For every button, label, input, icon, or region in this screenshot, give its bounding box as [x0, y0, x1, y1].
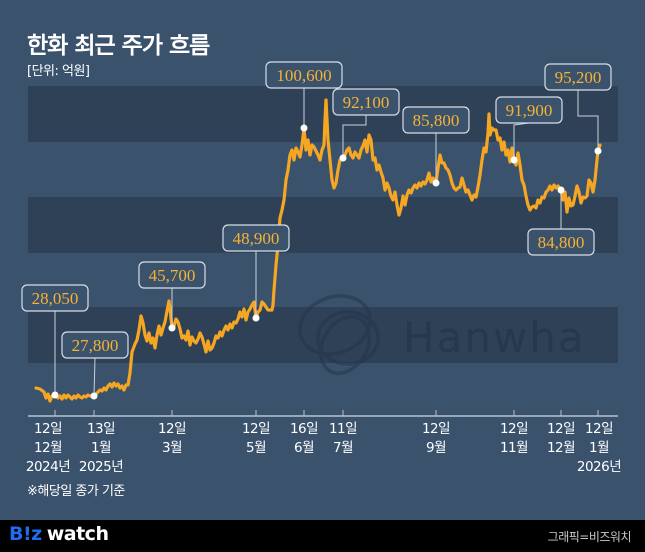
chart-title: 한화 최근 주가 흐름	[27, 33, 210, 59]
callout-leader-line	[93, 357, 96, 397]
x-tick-label: 12일 12월	[546, 421, 576, 456]
data-point-marker	[90, 392, 98, 400]
data-point-marker	[339, 154, 347, 162]
hanwha-wordmark: Hanwha	[403, 313, 586, 362]
callout-box	[265, 61, 343, 89]
x-tick-label: 13일 1월 2025년	[78, 421, 124, 475]
data-point-marker	[168, 324, 176, 332]
callout-box	[222, 224, 290, 252]
bizwatch-logo: B!z watch	[9, 523, 109, 545]
band-2	[28, 197, 618, 253]
callout-leader-line	[513, 122, 530, 160]
footer-bar: B!z watch 그래픽=비즈워치	[0, 520, 645, 552]
callout-value: 92,100	[343, 93, 390, 112]
x-tick-label: 12일 12월 2024년	[25, 421, 71, 475]
x-tick-label: 11일 7월	[328, 421, 358, 456]
callout-value: 45,700	[149, 266, 196, 285]
footnote: ※해당일 종가 기준	[27, 484, 125, 499]
unit-label: [단위: 억원]	[27, 64, 90, 79]
hanwha-logo-icon	[298, 294, 380, 375]
data-point-marker	[300, 124, 308, 132]
data-point-marker	[510, 156, 518, 164]
logo-biz: B!z	[9, 523, 42, 545]
data-point-marker	[557, 186, 565, 194]
data-point-marker	[51, 391, 59, 399]
callout-box	[402, 106, 470, 134]
callout-box	[21, 284, 89, 312]
callout-leader-line	[577, 90, 599, 151]
line-chart: Hanwha 28,050 27,800 45,700 48,900 100,600 92…	[21, 61, 618, 417]
data-point-marker	[252, 314, 260, 322]
data-point-marker	[594, 147, 602, 155]
callout-value: 27,800	[72, 336, 119, 355]
graphic-credit: 그래픽=비즈워치	[547, 530, 632, 544]
callout-box	[527, 228, 595, 256]
callout-value: 84,800	[538, 233, 585, 252]
x-tick-label: 12일 3월	[157, 421, 187, 456]
logo-watch: watch	[46, 523, 109, 545]
callout-box	[61, 331, 129, 359]
x-tick-label: 16일 6월	[289, 421, 319, 456]
callout-value: 28,050	[32, 289, 79, 308]
callout-box	[138, 261, 206, 289]
callout-box	[544, 63, 612, 91]
x-tick-label: 12일 9월	[421, 421, 451, 456]
callout-leader-line	[342, 115, 367, 158]
x-axis-labels: 12일 12월 2024년 13일 1월 2025년 12일 3월 12일 5월 16일 6월…	[0, 420, 645, 480]
callout-value: 48,900	[233, 229, 280, 248]
callout-value: 91,900	[506, 101, 553, 120]
x-tick-label: 12일 11월	[499, 421, 529, 456]
callout-box	[332, 88, 400, 116]
data-point-marker	[432, 179, 440, 187]
callout-value: 95,200	[555, 68, 602, 87]
price-line	[34, 98, 602, 403]
x-tick-label: 12일 1월 2026년	[576, 421, 622, 475]
callout-box	[495, 96, 563, 124]
callout-value: 100,600	[276, 66, 331, 85]
callout-value: 85,800	[413, 111, 460, 130]
x-tick-label: 12일 5월	[241, 421, 271, 456]
